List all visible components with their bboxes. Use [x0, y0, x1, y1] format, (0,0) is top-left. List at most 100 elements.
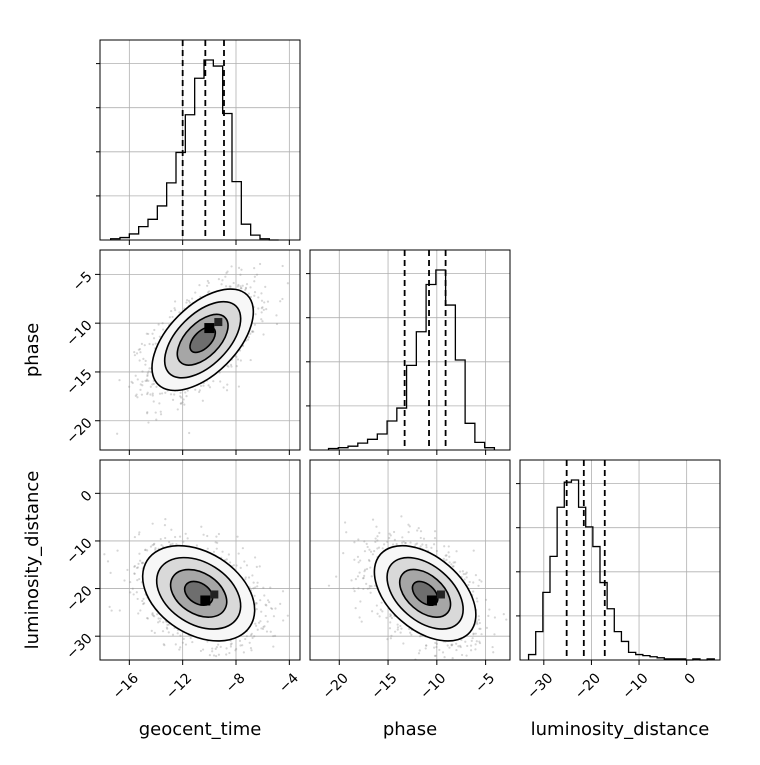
sample-point — [391, 543, 395, 546]
sample-point — [464, 572, 467, 576]
sample-point — [268, 601, 271, 604]
sample-point — [450, 643, 453, 646]
sample-point — [433, 646, 436, 649]
x-tick-label: −8 — [223, 670, 249, 696]
sample-point — [224, 275, 227, 278]
sample-point — [354, 578, 358, 581]
sample-point — [452, 565, 455, 568]
sample-point — [265, 630, 269, 633]
sample-point — [151, 332, 154, 335]
sample-point — [389, 637, 392, 640]
sample-point — [237, 266, 241, 269]
sample-point — [133, 354, 137, 357]
sample-point — [475, 621, 479, 624]
sample-point — [247, 576, 251, 579]
sample-point — [265, 604, 268, 607]
sample-point — [133, 572, 136, 575]
sample-point — [199, 384, 203, 388]
sample-point — [178, 311, 181, 314]
sample-point — [370, 610, 374, 613]
sample-point — [407, 530, 410, 534]
sample-point — [385, 616, 388, 619]
sample-point — [468, 580, 471, 584]
sample-point — [139, 559, 142, 562]
sample-point — [252, 330, 255, 333]
sample-point — [252, 581, 255, 584]
sample-point — [146, 549, 149, 552]
sample-point — [182, 540, 185, 543]
sample-point — [255, 602, 258, 605]
sample-point — [146, 374, 149, 378]
sample-point — [217, 278, 221, 281]
hist-frame — [309, 249, 511, 451]
sample-point — [477, 618, 480, 621]
sample-point — [263, 594, 266, 597]
sample-point — [142, 597, 145, 600]
sample-point — [234, 649, 237, 652]
sample-point — [182, 637, 185, 640]
sample-point — [178, 535, 182, 538]
sample-point — [275, 314, 278, 317]
sample-point — [240, 268, 243, 271]
sample-point — [416, 529, 419, 532]
sample-point — [144, 359, 147, 362]
sample-point — [136, 378, 139, 381]
sample-point — [269, 630, 272, 633]
y-tick-label: −10 — [63, 318, 95, 350]
sample-point — [477, 584, 480, 587]
sample-point — [160, 544, 163, 547]
sample-point — [219, 645, 222, 648]
sample-point — [133, 351, 136, 354]
density-peak — [210, 590, 219, 599]
sample-point — [354, 607, 357, 610]
sample-point — [366, 587, 369, 590]
sample-point — [417, 652, 421, 655]
sample-point — [281, 297, 284, 301]
sample-point — [139, 609, 142, 612]
sample-point — [212, 654, 216, 657]
sample-point — [227, 553, 230, 556]
sample-point — [138, 531, 141, 534]
sample-point — [255, 273, 259, 276]
sample-point — [141, 562, 144, 565]
sample-point — [484, 598, 488, 601]
sample-point — [359, 559, 362, 562]
sample-point — [147, 370, 150, 373]
scatter-panel-phase-luminosity_distance — [309, 459, 511, 665]
sample-point — [171, 398, 175, 401]
sample-point — [184, 643, 188, 646]
sample-point — [235, 355, 238, 359]
sample-point — [144, 379, 147, 382]
sample-point — [148, 342, 151, 346]
sample-point — [492, 651, 495, 654]
sample-point — [442, 557, 445, 560]
sample-point — [241, 284, 244, 287]
sample-point — [353, 541, 356, 544]
sample-point — [491, 645, 494, 649]
sample-point — [257, 621, 261, 624]
sample-point — [475, 597, 478, 600]
sample-point — [435, 549, 438, 553]
sample-point — [409, 541, 412, 544]
sample-point — [141, 380, 144, 383]
sample-point — [215, 535, 218, 538]
sample-point — [244, 288, 247, 292]
sample-point — [470, 639, 473, 642]
sample-point — [135, 566, 139, 570]
sample-point — [164, 517, 167, 521]
sample-point — [146, 391, 149, 394]
sample-point — [236, 535, 239, 538]
sample-point — [147, 379, 150, 382]
sample-point — [195, 544, 198, 547]
sample-point — [425, 644, 428, 647]
sample-point — [154, 548, 157, 551]
sample-point — [474, 573, 478, 577]
sample-point — [133, 564, 137, 568]
sample-point — [227, 365, 230, 368]
sample-point — [208, 654, 211, 657]
sample-point — [181, 641, 185, 644]
sample-point — [206, 534, 209, 538]
x-tick-label: −16 — [110, 670, 142, 702]
sample-point — [167, 623, 170, 626]
sample-point — [357, 587, 360, 590]
